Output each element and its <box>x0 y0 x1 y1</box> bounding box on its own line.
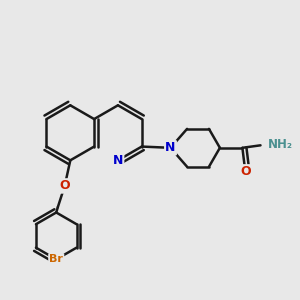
Text: N: N <box>165 141 176 154</box>
Text: NH₂: NH₂ <box>267 138 292 151</box>
Text: N: N <box>113 154 123 167</box>
Text: Br: Br <box>49 254 63 264</box>
Text: O: O <box>59 179 70 192</box>
Text: O: O <box>241 165 251 178</box>
